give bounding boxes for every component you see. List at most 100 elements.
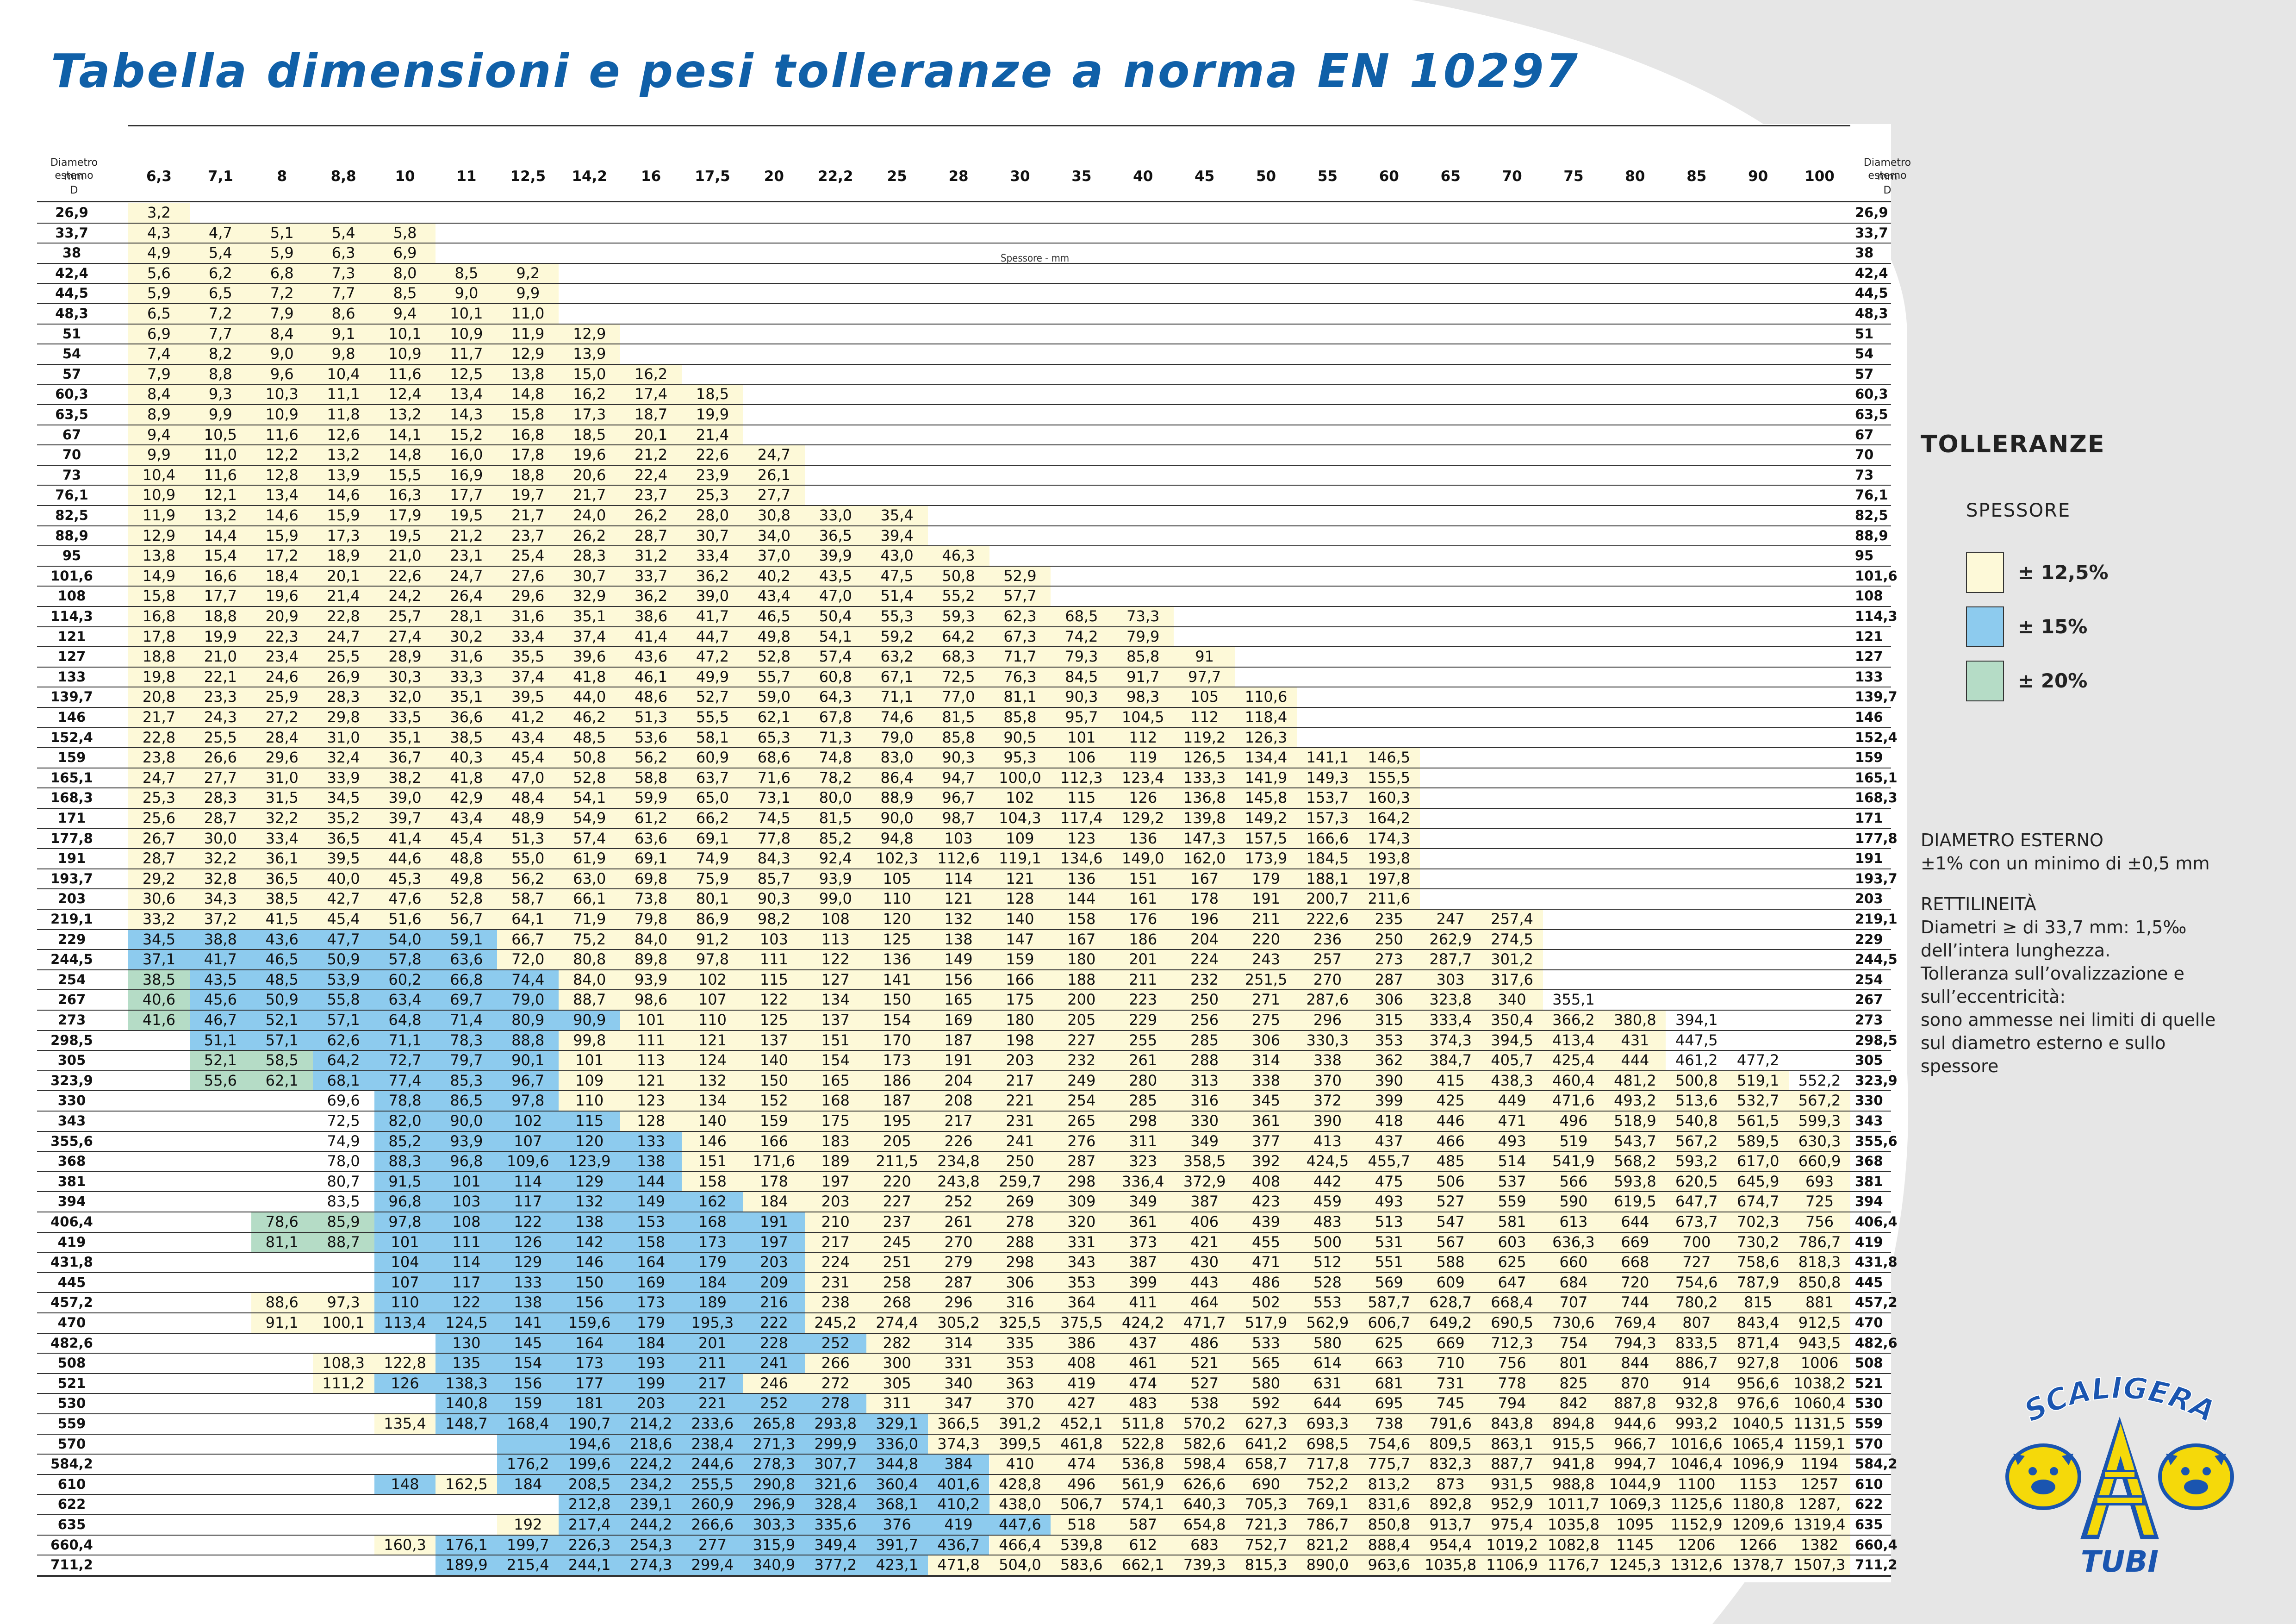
table-cell: 167 [1067,930,1096,948]
row-rule [37,1574,1891,1576]
table-cell: 203 [1006,1051,1034,1069]
table-cell: 85,8 [1003,708,1037,726]
table-cell: 98,7 [942,809,975,827]
table-cell: 336,0 [876,1435,918,1453]
row-rule [37,505,1891,506]
table-cell: 459 [1313,1193,1342,1211]
table-cell: 287 [1375,970,1403,988]
table-cell: 189 [821,1152,850,1170]
table-cell: 130 [452,1334,481,1352]
table-cell: 606,7 [1368,1314,1411,1331]
table-cell: 217,4 [568,1516,611,1533]
table-cell: 60,8 [819,668,852,686]
table-cell: 109 [1006,829,1034,847]
table-cell: 57,1 [327,1011,360,1029]
table-cell: 32,4 [327,749,360,767]
table-cell: 103 [452,1193,481,1211]
table-cell: 138 [575,1213,604,1230]
table-cell: 211,6 [1368,890,1411,908]
table-cell: 16,6 [204,567,237,585]
table-cell: 447,5 [1675,1031,1718,1049]
table-cell: 23,4 [265,648,299,666]
table-cell: 669 [1436,1334,1465,1352]
table-cell: 493,2 [1614,1092,1656,1110]
table-cell: 79,7 [450,1051,483,1069]
table-cell: 11,6 [265,425,299,443]
table-cell: 74,2 [1065,627,1098,645]
table-cell: 338 [1313,1051,1342,1069]
table-cell: 30,3 [388,668,422,686]
table-cell: 135 [452,1354,481,1372]
table-cell: 660 [1559,1253,1588,1271]
table-cell: 36,7 [388,749,422,767]
table-cell: 8,2 [208,345,232,363]
table-cell: 619,5 [1614,1193,1656,1211]
table-cell: 107 [698,991,727,1009]
table-cell: 55,5 [696,708,729,726]
diameter-label-right: 42,4 [1855,265,1888,281]
diameter-label: 67 [62,426,81,443]
table-cell: 674,7 [1736,1193,1780,1211]
table-cell: 28,0 [696,506,729,524]
table-cell: 603 [1498,1233,1526,1251]
diameter-label: 193,7 [50,870,93,887]
table-cell: 18,8 [511,466,545,484]
table-cell: 769,4 [1614,1314,1656,1331]
table-cell: 54,1 [819,627,852,645]
table-cell: 932,8 [1675,1394,1718,1412]
table-cell: 200,7 [1306,890,1349,908]
table-cell: 336,4 [1121,1172,1164,1190]
table-cell: 39,7 [388,809,422,827]
tolerance-band [559,1515,1051,1535]
table-cell: 690,5 [1491,1314,1533,1331]
table-cell: 71,1 [388,1031,422,1049]
side-header-left-line-0: Diametro esterno [50,157,98,181]
side-header-left-line-1: mm [64,171,84,182]
tolerance-band [189,969,559,990]
table-cell: 11,6 [204,466,237,484]
table-cell: 110 [698,1011,727,1029]
table-cell: 79,8 [634,910,668,928]
table-cell: 25,6 [142,809,176,827]
table-cell: 11,0 [204,446,237,464]
table-cell: 410 [1006,1455,1034,1473]
table-cell: 364 [1067,1293,1096,1312]
table-cell: 85,9 [327,1213,360,1230]
table-cell: 204 [1190,930,1219,948]
table-cell: 461 [1129,1354,1157,1372]
table-cell: 20,9 [265,607,299,625]
table-cell: 7,3 [331,264,355,282]
thickness-header: 6,3 [146,168,172,185]
table-cell: 617,0 [1736,1152,1780,1170]
table-cell: 832,3 [1429,1455,1472,1473]
table-cell: 64,3 [819,688,852,706]
tolerance-band [374,1192,743,1212]
table-cell: 77,0 [942,688,975,706]
table-cell: 126,3 [1244,728,1288,746]
row-rule [37,586,1891,587]
table-cell: 100,1 [322,1314,365,1331]
table-cell: 5,8 [393,224,417,242]
table-cell: 123 [1067,829,1096,847]
table-cell: 54,9 [573,809,606,827]
table-cell: 31,5 [265,789,299,807]
table-cell: 21,2 [450,526,483,544]
table-cell: 8,5 [454,264,479,282]
row-rule [37,262,1891,264]
table-cell: 654,8 [1183,1516,1226,1533]
row-rule [37,283,1891,284]
table-cell: 644 [1621,1213,1649,1230]
table-cell: 245 [883,1233,911,1251]
row-rule [37,666,1891,668]
table-cell: 392 [1251,1152,1281,1170]
table-cell: 184 [698,1273,727,1291]
table-cell: 205 [883,1132,911,1150]
table-cell: 38,5 [450,728,483,746]
row-rule [37,1171,1891,1172]
table-cell: 127 [821,970,850,988]
table-cell: 84,0 [634,930,668,948]
table-cell: 11,6 [388,365,422,383]
table-cell: 159 [514,1394,542,1412]
table-cell: 141,9 [1244,768,1288,787]
diameter-label: 42,4 [55,265,88,281]
